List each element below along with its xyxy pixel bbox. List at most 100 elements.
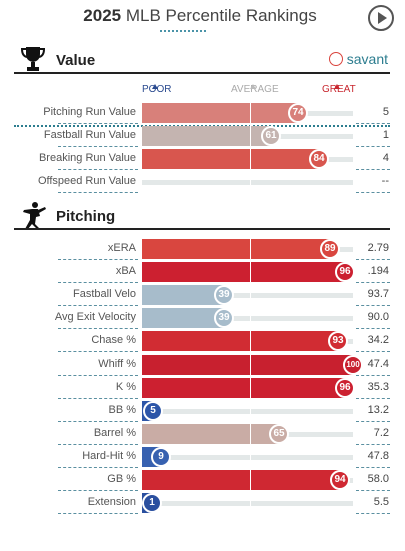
metric-label: Breaking Run Value	[38, 152, 136, 164]
metric-label: Pitching Run Value	[43, 106, 136, 118]
percentile-circle[interactable]: 100	[343, 354, 363, 375]
scale-poor: POOR	[142, 84, 172, 95]
percentile-circle[interactable]: 65	[269, 423, 289, 444]
value-divider	[356, 443, 390, 445]
metric-value: 35.3	[367, 380, 389, 393]
pitching-section-title: Pitching	[56, 208, 116, 225]
percentile-circle[interactable]: 96	[335, 262, 355, 283]
percentile-track	[142, 454, 353, 460]
value-divider	[356, 397, 390, 399]
scale-average: AVERAGE	[231, 84, 279, 95]
metric-label: BB %	[108, 403, 136, 416]
page-title: 2025 MLB Percentile Rankings	[0, 6, 400, 26]
row-divider	[58, 305, 138, 307]
metric-label: Barrel %	[93, 426, 136, 439]
percentile-circle[interactable]: 5	[143, 400, 163, 421]
percentile-circle[interactable]: 96	[335, 377, 355, 398]
percentile-circle[interactable]: 9	[151, 446, 171, 467]
metric-row[interactable]: Hard-Hit % 9 47.8	[0, 446, 405, 468]
average-line	[250, 239, 251, 514]
percentile-circle[interactable]: 74	[288, 103, 308, 123]
value-divider	[356, 351, 390, 353]
pitcher-icon	[23, 202, 46, 229]
percentile-bar	[142, 103, 298, 123]
percentile-bar	[142, 126, 271, 146]
metric-row[interactable]: BB % 5 13.2	[0, 400, 405, 422]
savant-brand[interactable]: savant	[328, 51, 388, 67]
percentile-track	[142, 408, 353, 414]
percentile-circle[interactable]: 39	[214, 308, 234, 329]
metric-row[interactable]: Offspeed Run Value --	[0, 172, 405, 193]
row-divider	[58, 146, 138, 147]
metric-row[interactable]: Pitching Run Value 74 5	[0, 103, 405, 124]
metric-label: Whiff %	[98, 357, 136, 370]
percentile-bar	[142, 149, 319, 169]
percentile-track	[142, 501, 353, 507]
play-icon	[378, 12, 387, 24]
metric-value: 5.5	[373, 496, 389, 509]
metric-value: 47.4	[367, 357, 389, 370]
row-divider	[58, 420, 138, 422]
percentile-circle[interactable]: 84	[309, 149, 329, 169]
percentile-circle[interactable]: 94	[330, 470, 350, 490]
value-section-header: Value savant	[14, 44, 390, 74]
percentile-bar	[142, 423, 279, 444]
row-divider	[58, 443, 138, 445]
percentile-circle[interactable]: 1	[142, 493, 162, 514]
title-text: MLB Percentile Rankings	[121, 6, 317, 25]
metric-row[interactable]: xBA 96 .194	[0, 262, 405, 284]
metric-row[interactable]: xERA 89 2.79	[0, 239, 405, 260]
percentile-track	[142, 316, 353, 322]
baseball-icon	[328, 52, 343, 66]
metric-row[interactable]: Fastball Velo 39 93.7	[0, 285, 405, 307]
metric-label: Avg Exit Velocity	[54, 311, 136, 324]
value-divider	[356, 282, 390, 284]
metric-row[interactable]: Barrel % 65 7.2	[0, 423, 405, 445]
metric-value: 34.2	[367, 334, 389, 347]
percentile-circle[interactable]: 39	[214, 285, 234, 306]
savant-label: savant	[346, 51, 388, 67]
metric-value: .194	[367, 265, 389, 278]
metric-row[interactable]: K % 96 35.3	[0, 377, 405, 399]
scale-great: GREAT	[322, 84, 356, 95]
metric-row[interactable]: Fastball Run Value 61 1	[0, 126, 405, 147]
metric-value: --	[381, 175, 389, 187]
percentile-track	[142, 293, 353, 299]
metric-row[interactable]: Avg Exit Velocity 39 90.0	[0, 308, 405, 330]
pitching-section-rule	[14, 228, 390, 230]
metric-row[interactable]: GB % 94 58.0	[0, 470, 405, 491]
value-divider	[356, 146, 390, 147]
metric-value: 93.7	[367, 288, 389, 301]
average-line	[250, 103, 251, 192]
metric-label: Extension	[87, 496, 136, 509]
value-divider	[356, 328, 390, 330]
value-divider	[356, 490, 390, 491]
average-tick-icon	[250, 84, 256, 89]
value-divider	[356, 305, 390, 307]
metric-row[interactable]: Chase % 93 34.2	[0, 331, 405, 353]
row-divider	[58, 490, 138, 491]
row-divider	[58, 374, 138, 376]
percentile-circle[interactable]: 93	[328, 331, 348, 352]
metric-row[interactable]: Whiff % 100 47.4	[0, 354, 405, 376]
metric-row[interactable]: Breaking Run Value 84 4	[0, 149, 405, 170]
pitching-section-header: Pitching	[14, 200, 390, 230]
value-divider	[356, 192, 390, 193]
metric-label: xERA	[107, 242, 136, 254]
row-divider	[58, 466, 138, 468]
percentile-bar	[142, 285, 224, 306]
percentile-circle[interactable]: 89	[320, 239, 340, 259]
metric-label: Chase %	[91, 334, 136, 347]
percentile-bar	[142, 239, 330, 259]
value-divider	[356, 123, 390, 124]
trophy-icon	[20, 47, 46, 71]
play-button[interactable]	[368, 5, 394, 31]
metric-value: 5	[382, 106, 389, 118]
percentile-circle[interactable]: 61	[261, 126, 281, 146]
metric-label: Fastball Velo	[73, 288, 136, 301]
percentile-bar	[142, 308, 224, 329]
metric-value: 58.0	[367, 473, 389, 485]
value-section-rule	[14, 72, 390, 74]
metric-row[interactable]: Extension 1 5.5	[0, 493, 405, 515]
row-divider	[58, 192, 138, 193]
